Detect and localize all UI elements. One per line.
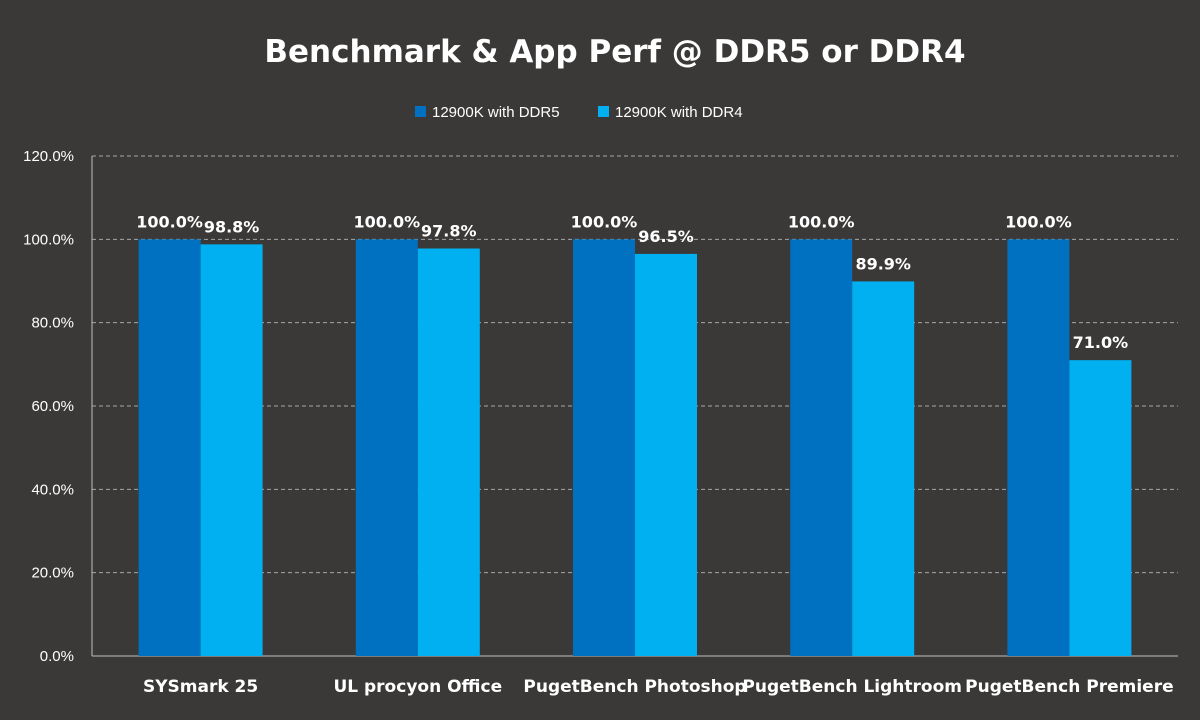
data-label: 89.9% <box>855 254 911 273</box>
legend-label-ddr5: 12900K with DDR5 <box>432 104 560 121</box>
bar-ddr5 <box>1007 239 1070 657</box>
data-label: 96.5% <box>638 227 694 246</box>
y-tick-label: 60.0% <box>31 398 74 415</box>
y-tick-label: 40.0% <box>31 481 74 498</box>
x-category-label: PugetBench Premiere <box>965 677 1173 697</box>
y-tick-label: 0.0% <box>40 648 74 665</box>
bar-ddr4 <box>852 281 915 656</box>
bars <box>138 239 1132 657</box>
y-tick-label: 20.0% <box>31 565 74 582</box>
data-label: 100.0% <box>353 212 420 231</box>
data-label: 100.0% <box>788 212 855 231</box>
bar-ddr4 <box>635 253 697 656</box>
y-tick-label: 80.0% <box>31 315 74 332</box>
bar-ddr5 <box>355 239 418 657</box>
y-tick-label: 100.0% <box>23 231 74 248</box>
bar-ddr4 <box>417 248 480 656</box>
chart-title: Benchmark & App Perf @ DDR5 or DDR4 <box>264 34 965 70</box>
x-category-label: SYSmark 25 <box>143 677 258 697</box>
bar-ddr5 <box>138 239 201 657</box>
legend: 12900K with DDR5 12900K with DDR4 <box>415 104 743 121</box>
bar-ddr5 <box>573 239 635 657</box>
y-tick-label: 120.0% <box>23 148 74 165</box>
legend-swatch-ddr5 <box>415 106 426 117</box>
bar-ddr4 <box>200 244 263 657</box>
x-category-label: PugetBench Lightroom <box>742 677 962 697</box>
bar-ddr5 <box>790 239 853 657</box>
data-label: 98.8% <box>204 217 260 236</box>
legend-label-ddr4: 12900K with DDR4 <box>615 104 743 121</box>
data-labels: 100.0% 98.8% 100.0% 97.8% 100.0%96.5%100.0%8… <box>136 212 1128 352</box>
x-category-label: UL procyon Office <box>333 677 502 697</box>
bar-ddr4 <box>1069 360 1132 656</box>
data-label: 100.0% <box>136 212 203 231</box>
x-category-label: PugetBench Photoshop <box>523 677 746 697</box>
data-label: 100.0% <box>571 212 638 231</box>
data-label: 100.0% <box>1005 212 1072 231</box>
x-axis: SYSmark 25 UL procyon Office PugetBench Ph… <box>143 677 1174 697</box>
data-label: 71.0% <box>1073 333 1129 352</box>
y-axis: 0.0% 20.0% 40.0% 60.0% 80.0% 100.0% 120.0% <box>23 148 74 665</box>
legend-swatch-ddr4 <box>598 106 609 117</box>
data-label: 97.8% <box>421 222 477 241</box>
